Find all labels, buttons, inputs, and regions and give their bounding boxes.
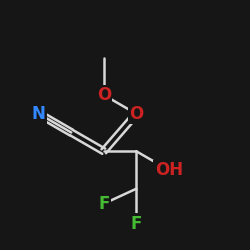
Text: N: N (32, 105, 46, 123)
Text: O: O (96, 86, 111, 104)
Text: F: F (130, 215, 142, 233)
Text: F: F (98, 195, 110, 213)
Text: O: O (129, 105, 144, 123)
Text: OH: OH (155, 161, 183, 179)
